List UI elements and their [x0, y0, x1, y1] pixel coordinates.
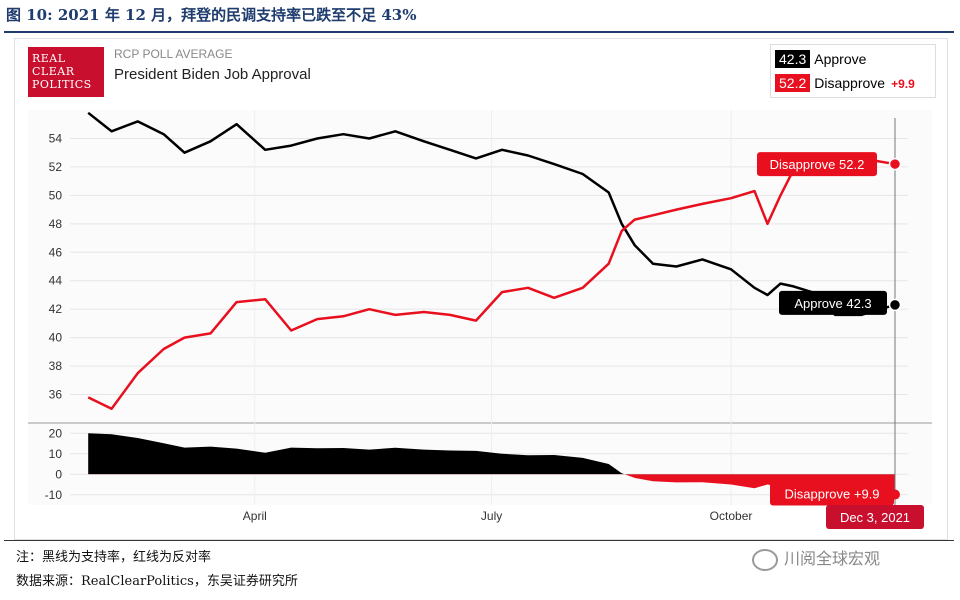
spread-callout-box	[770, 481, 894, 506]
y-tick-label: 54	[49, 131, 63, 145]
y-tick-label: 50	[49, 188, 63, 202]
spread-callout-text: Disapprove +9.9	[784, 487, 879, 502]
watermark: 川阅全球宏观	[752, 545, 880, 571]
legend-approve-value: 42.3	[775, 50, 811, 68]
spread-y-tick-label: -10	[45, 488, 63, 502]
y-tick-label: 36	[49, 388, 63, 402]
rcp-logo: REAL CLEAR POLITICS	[28, 47, 104, 97]
logo-line-3: POLITICS	[32, 78, 92, 91]
approve-endpoint	[888, 298, 902, 312]
y-tick-label: 38	[49, 359, 63, 373]
spread-area-positive	[88, 433, 625, 475]
y-tick-label: 44	[49, 274, 63, 288]
disapprove-callout-text: Disapprove 52.2	[770, 157, 865, 172]
chart-note: 注：黑线为支持率，红线为反对率	[16, 550, 212, 565]
source-note: 数据来源：RealClearPolitics，东吴证券研究所	[16, 574, 298, 589]
y-tick-label: 40	[49, 331, 63, 345]
footer-rule	[4, 540, 954, 541]
title-rule	[4, 31, 954, 33]
y-tick-label: 48	[49, 217, 63, 231]
disapprove-callout-box	[757, 152, 877, 177]
spread-y-tick-label: 0	[55, 467, 62, 481]
approve-callout-box	[779, 290, 887, 315]
wechat-icon	[752, 548, 778, 571]
logo-line-1: REAL	[32, 52, 66, 65]
rcp-subtitle: RCP POLL AVERAGE	[114, 47, 233, 61]
spread-y-tick-label: 10	[49, 447, 63, 461]
series-line-approve	[87, 111, 896, 317]
series-line-disapprove	[87, 157, 896, 411]
spread-area-negative	[88, 474, 895, 497]
date-callout-text: Dec 3, 2021	[840, 510, 910, 525]
x-tick-label: July	[481, 509, 502, 523]
figure-title: 图 10: 2021 年 12 月，拜登的民调支持率已跌至不足 43%	[6, 6, 417, 24]
legend-approve-label: Approve	[814, 51, 867, 67]
spread-y-tick-label: 20	[49, 426, 63, 440]
legend-disapprove-label: Disapprove	[814, 75, 886, 91]
chart-title: President Biden Job Approval	[114, 66, 311, 83]
disapprove-endpoint	[888, 157, 902, 171]
y-tick-label: 52	[49, 160, 63, 174]
legend-disapprove[interactable]: 52.2 Disapprove +9.9	[775, 74, 915, 94]
legend-disapprove-value: 52.2	[775, 74, 811, 92]
approve-callout-text: Approve 42.3	[794, 296, 871, 311]
legend: 42.3 Approve 52.2 Disapprove +9.9	[770, 44, 936, 98]
legend-approve[interactable]: 42.3 Approve	[775, 50, 866, 70]
y-tick-label: 42	[49, 302, 63, 316]
watermark-text: 川阅全球宏观	[784, 549, 881, 568]
legend-spread: +9.9	[891, 77, 915, 91]
date-callout-box	[826, 505, 924, 529]
x-tick-label: April	[243, 509, 267, 523]
x-tick-label: October	[710, 509, 753, 523]
y-tick-label: 46	[49, 245, 63, 259]
logo-line-2: CLEAR	[32, 65, 75, 78]
